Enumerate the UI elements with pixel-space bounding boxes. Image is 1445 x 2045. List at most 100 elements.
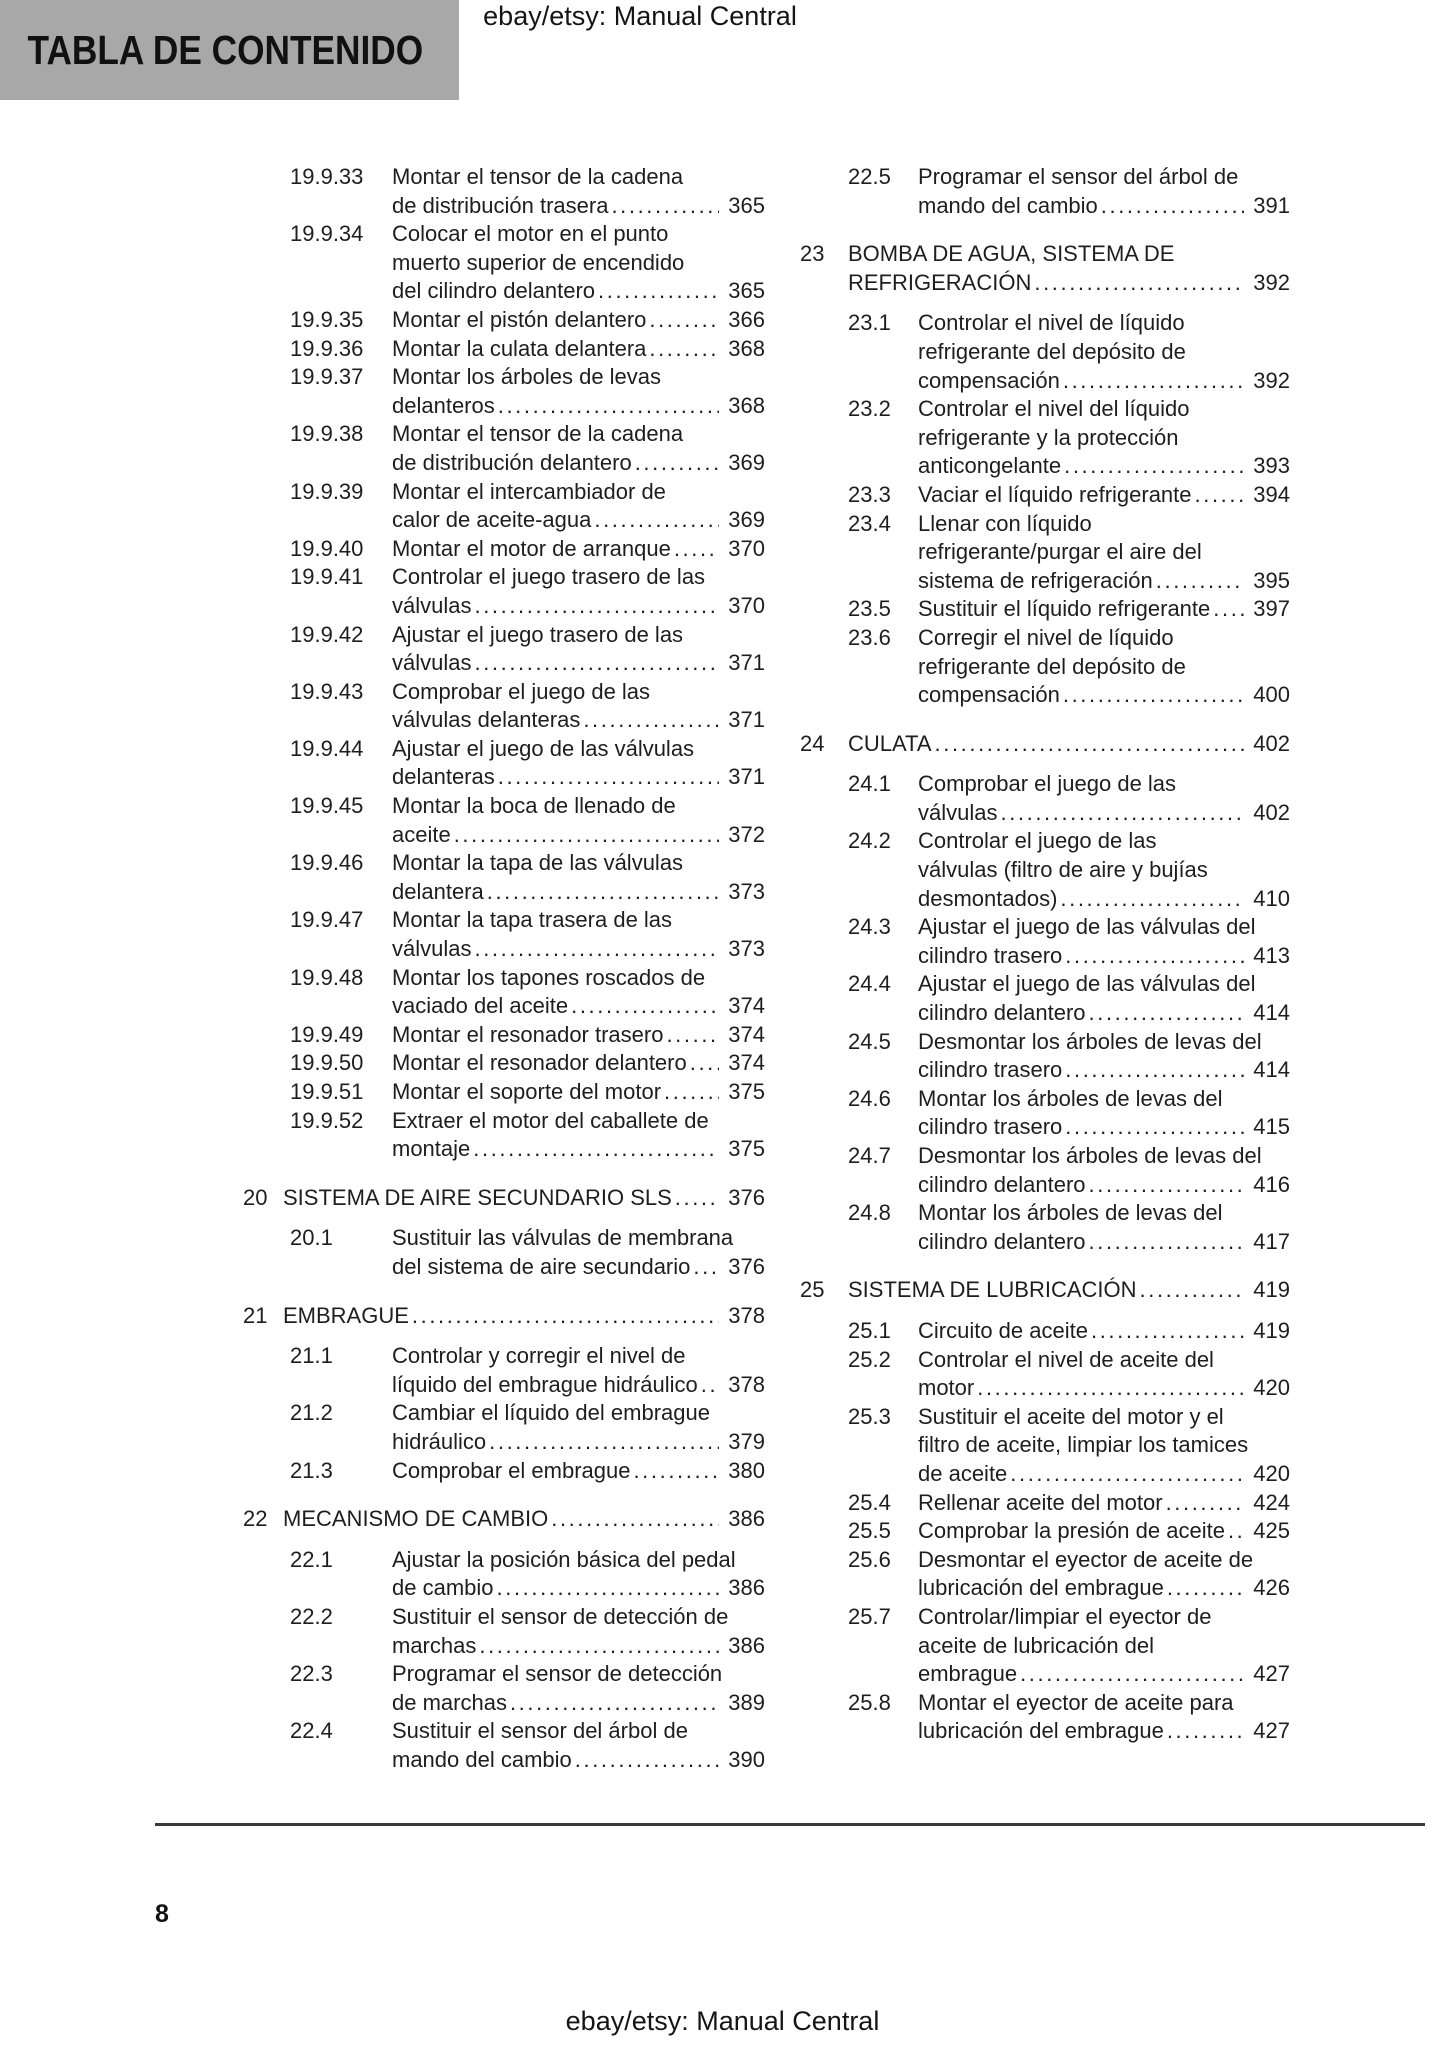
- entry-number: 25.5: [848, 1518, 891, 1544]
- entry-line: Controlar el nivel de líquido: [918, 309, 1290, 338]
- entry-text: MECANISMO DE CAMBIO: [283, 1506, 549, 1532]
- entry-page-number: 419: [1253, 1277, 1290, 1303]
- entry-text: mando del cambio: [918, 192, 1098, 218]
- entry-body: Desmontar los árboles de levas del cilind…: [918, 1028, 1290, 1085]
- entry-text: SISTEMA DE LUBRICACIÓN: [848, 1277, 1137, 1303]
- entry-number: 23.6: [848, 624, 891, 650]
- dot-leader: [1065, 942, 1244, 971]
- entry-line: Comprobar el juego de las: [392, 678, 765, 707]
- toc-column-right: 22.5 Programar el sensor del árbol de mand…: [800, 163, 1290, 1746]
- entry-text: Desmontar los árboles de levas del: [918, 1143, 1262, 1168]
- entry-number: 19.9.40: [290, 535, 364, 561]
- entry-line: válvulas 373: [392, 935, 765, 964]
- dot-leader: [479, 1632, 719, 1661]
- entry-line: válvulas 370: [392, 592, 765, 621]
- entry-number: 25: [800, 1277, 825, 1303]
- entry-text: Vaciar el líquido refrigerante: [918, 481, 1192, 507]
- entry-line: Ajustar el juego de las válvulas del: [918, 970, 1290, 999]
- entry-text: del sistema de aire secundario: [392, 1253, 691, 1279]
- entry-line: Llenar con líquido: [918, 510, 1290, 539]
- entry-text: Montar la boca de llenado de: [392, 793, 676, 819]
- entry-line: Sustituir el líquido refrigerante 397: [918, 595, 1290, 624]
- dot-leader: [935, 730, 1245, 759]
- entry-body: MECANISMO DE CAMBIO 386: [283, 1505, 765, 1534]
- entry-page-number: 376: [728, 1184, 765, 1210]
- entry-body: Controlar el nivel del líquido refrigeran…: [918, 395, 1290, 481]
- toc-sub-entry: 19.9.33 Montar el tensor de la cadena de d…: [243, 163, 765, 220]
- entry-text: Montar los árboles de levas: [392, 364, 662, 390]
- entry-body: Vaciar el líquido refrigerante 394: [918, 481, 1290, 510]
- entry-text: Montar el resonador trasero: [392, 1021, 664, 1047]
- entry-line: compensación 392: [918, 367, 1290, 396]
- entry-line: de cambio 386: [392, 1574, 765, 1603]
- entry-number: 19.9.52: [290, 1107, 364, 1133]
- document-title-footer: ebay/etsy: Manual Central: [565, 2006, 880, 2036]
- entry-page-number: 371: [728, 650, 765, 676]
- entry-text: marchas: [392, 1632, 477, 1658]
- toc-sub-entry: 25.3 Sustituir el aceite del motor y el fi…: [800, 1403, 1290, 1489]
- entry-text: Circuito de aceite: [918, 1317, 1088, 1343]
- entry-body: Controlar el nivel de líquido refrigerant…: [918, 309, 1290, 395]
- entry-body: Montar el soporte del motor 375: [392, 1078, 765, 1107]
- entry-body: Montar el eyector de aceite para lubricac…: [918, 1689, 1290, 1746]
- entry-text: cilindro trasero: [918, 1114, 1063, 1140]
- entry-line: filtro de aceite, limpiar los tamices: [918, 1431, 1290, 1460]
- toc-sub-entry: 25.8 Montar el eyector de aceite para lubr…: [800, 1689, 1290, 1746]
- toc-sub-entry: 24.2 Controlar el juego de las válvulas (f…: [800, 827, 1290, 913]
- entry-line: SISTEMA DE LUBRICACIÓN 419: [848, 1276, 1290, 1305]
- entry-line: Programar el sensor de detección: [392, 1660, 765, 1689]
- entry-text: cilindro delantero: [918, 1228, 1086, 1254]
- entry-number: 24.3: [848, 914, 891, 940]
- entry-page-number: 366: [728, 306, 765, 332]
- entry-line: Montar el eyector de aceite para: [918, 1689, 1290, 1718]
- toc-sub-entry: 19.9.42 Ajustar el juego trasero de las vá…: [243, 621, 765, 678]
- entry-line: compensación 400: [918, 681, 1290, 710]
- entry-text: Montar el tensor de la cadena: [392, 164, 684, 189]
- entry-text: hidráulico: [392, 1428, 487, 1454]
- entry-line: Corregir el nivel de líquido: [918, 624, 1290, 653]
- entry-line: Montar el soporte del motor 375: [392, 1078, 765, 1107]
- toc-section-entry: 22 MECANISMO DE CAMBIO 386: [243, 1505, 765, 1534]
- entry-text: vaciado del aceite: [392, 993, 569, 1019]
- toc-section-entry: 24 CULATA 402: [800, 730, 1290, 759]
- entry-line: CULATA 402: [848, 730, 1290, 759]
- entry-line: delantera 373: [392, 878, 765, 907]
- entry-text: embrague: [918, 1661, 1018, 1687]
- entry-text: Controlar el juego de las: [918, 828, 1157, 854]
- entry-line: Programar el sensor del árbol de: [918, 163, 1290, 192]
- toc-sub-entry: 22.5 Programar el sensor del árbol de mand…: [800, 163, 1290, 220]
- toc-sub-entry: 19.9.46 Montar la tapa de las válvulas del…: [243, 849, 765, 906]
- entry-text: refrigerante del depósito de: [918, 338, 1186, 364]
- entry-line: Controlar el nivel de aceite del: [918, 1346, 1290, 1375]
- entry-number: 20.1: [290, 1225, 333, 1251]
- dot-leader: [1166, 1489, 1245, 1518]
- entry-number: 22.4: [290, 1718, 333, 1744]
- entry-text: REFRIGERACIÓN: [848, 269, 1032, 295]
- toc-sub-entry: 23.3 Vaciar el líquido refrigerante 394: [800, 481, 1290, 510]
- entry-text: Sustituir el sensor de detección de: [392, 1603, 729, 1629]
- entry-text: líquido del embrague hidráulico: [392, 1371, 698, 1397]
- entry-line: Extraer el motor del caballete de: [392, 1107, 765, 1136]
- entry-text: Montar el motor de arranque: [392, 535, 671, 561]
- entry-text: Extraer el motor del caballete de: [392, 1107, 709, 1133]
- entry-number: 19.9.38: [290, 421, 364, 447]
- entry-text: válvulas: [392, 650, 472, 676]
- toc-sub-entry: 25.6 Desmontar el eyector de aceite de lub…: [800, 1546, 1290, 1603]
- entry-line: Montar el tensor de la cadena: [392, 163, 765, 192]
- entry-line: Desmontar el eyector de aceite de: [918, 1546, 1290, 1575]
- dot-leader: [1089, 1228, 1245, 1257]
- entry-line: MECANISMO DE CAMBIO 386: [283, 1505, 765, 1534]
- entry-line: Sustituir las válvulas de membrana: [392, 1224, 765, 1253]
- dot-leader: [473, 1135, 719, 1164]
- toc-sub-entry: 19.9.38 Montar el tensor de la cadena de d…: [243, 420, 765, 477]
- entry-body: Comprobar el embrague 380: [392, 1457, 765, 1486]
- entry-line: Colocar el motor en el punto: [392, 220, 765, 249]
- entry-text: refrigerante del depósito de: [918, 653, 1186, 679]
- dot-leader: [701, 1371, 720, 1400]
- entry-page-number: 373: [728, 878, 765, 904]
- toc-sub-entry: 19.9.47 Montar la tapa trasera de las válv…: [243, 906, 765, 963]
- toc-sub-entry: 22.3 Programar el sensor de detección de m…: [243, 1660, 765, 1717]
- dot-leader: [1167, 1717, 1244, 1746]
